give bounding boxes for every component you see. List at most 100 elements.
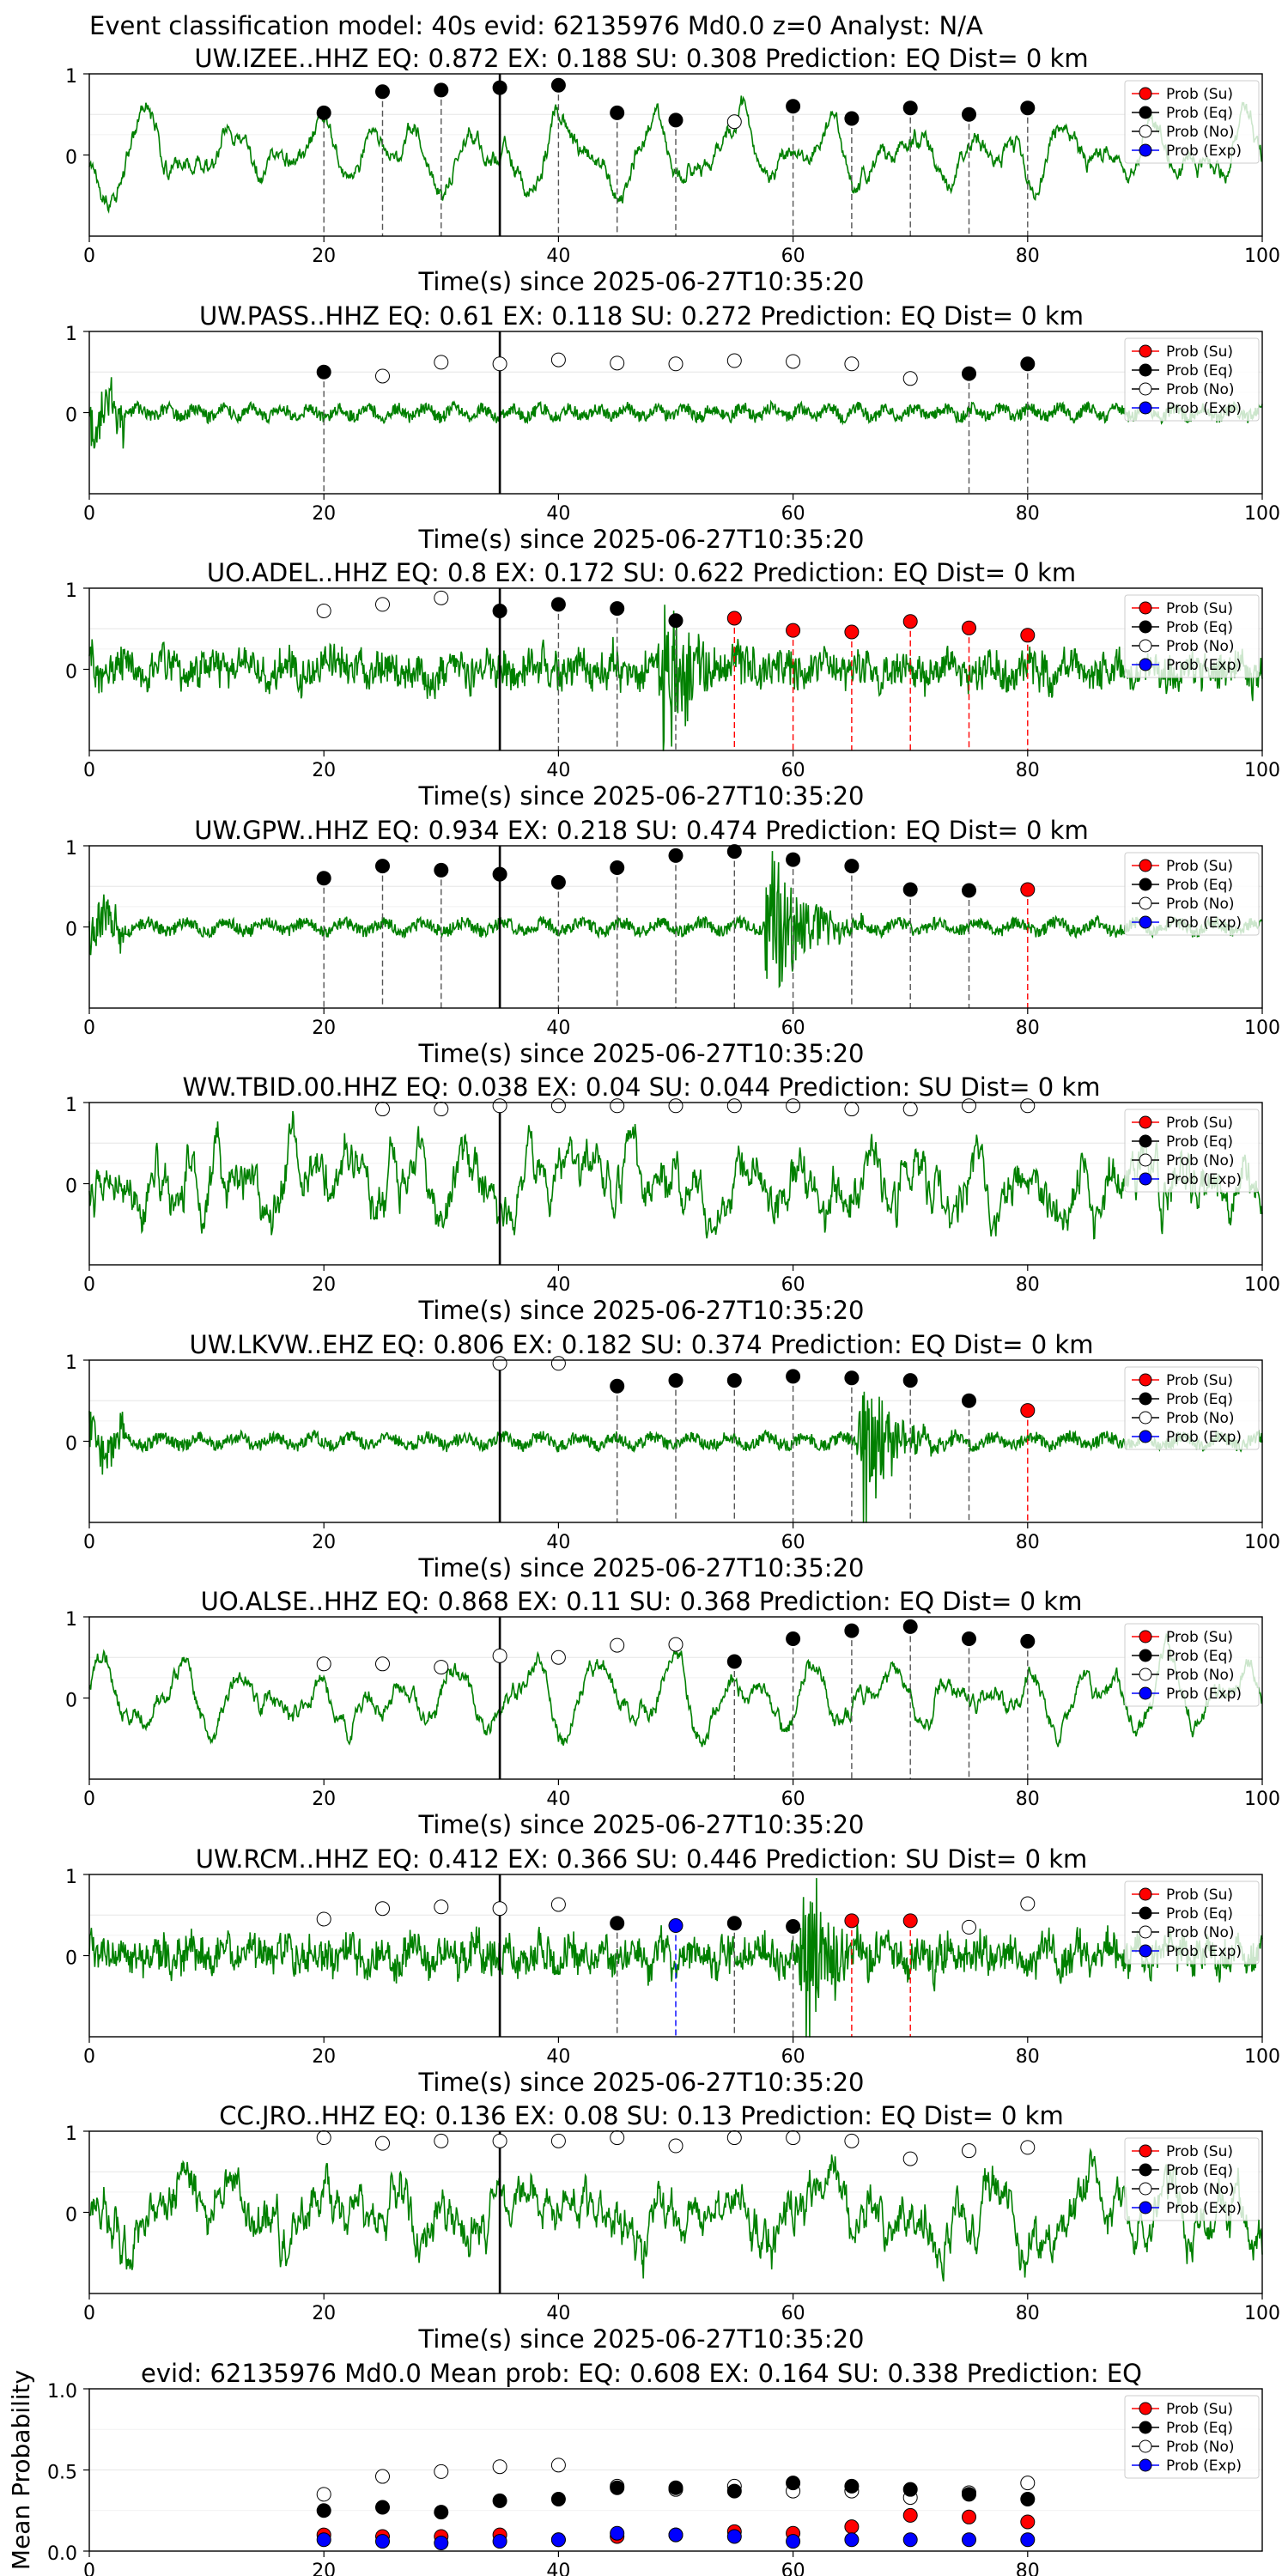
prob-point-no (902, 371, 918, 386)
mean-point-su (962, 2509, 976, 2524)
mean-point-exp (375, 2534, 390, 2549)
legend-label-no: Prob (No) (1166, 124, 1235, 141)
prob-point-no (1020, 1098, 1036, 1114)
legend-marker-exp (1139, 401, 1152, 415)
legend-label-su: Prob (Su) (1166, 858, 1233, 875)
y-tick-label: 1 (65, 66, 77, 88)
mean-point-eq (844, 2478, 860, 2494)
legend-label-eq: Prob (Eq) (1166, 2420, 1233, 2437)
mean-point-no (375, 2469, 390, 2484)
x-tick-label: 80 (1016, 2303, 1040, 2324)
mean-point-eq (550, 2492, 566, 2507)
prob-point-no (434, 1660, 449, 1675)
y-tick-label: 0 (65, 1948, 77, 1970)
x-axis-label: Time(s) since 2025-06-27T10:35:20 (418, 2324, 865, 2354)
legend-label-no: Prob (No) (1166, 896, 1235, 913)
prob-point-su (844, 624, 860, 640)
x-tick-label: 100 (1244, 1018, 1280, 1039)
x-tick-label: 60 (781, 2303, 805, 2324)
x-tick-label: 0 (83, 760, 95, 781)
prob-point-eq (610, 1378, 625, 1394)
x-tick-label: 60 (781, 246, 805, 267)
legend-label-su: Prob (Su) (1166, 86, 1233, 103)
prob-point-no (726, 353, 742, 368)
x-tick-label: 20 (312, 246, 336, 267)
x-tick-label: 40 (546, 2046, 570, 2068)
prob-point-no (1020, 2140, 1036, 2155)
y-tick-label: 0 (65, 1691, 77, 1712)
prob-point-eq (550, 597, 566, 612)
x-tick-label: 40 (546, 2303, 570, 2324)
prob-point-su (1020, 628, 1036, 643)
panel-title: UW.PASS..HHZ EQ: 0.61 EX: 0.118 SU: 0.27… (199, 301, 1084, 331)
legend-label-su: Prob (Su) (1166, 1886, 1233, 1904)
prob-point-no (375, 1656, 390, 1672)
prob-point-no (668, 356, 683, 372)
mean-point-eq (492, 2493, 507, 2508)
prob-point-eq (726, 844, 742, 860)
mean-point-eq (902, 2482, 918, 2497)
mean-point-eq (375, 2500, 390, 2515)
prob-point-no (316, 2130, 331, 2146)
y-tick-label: 0.5 (47, 2463, 77, 2484)
prob-point-eq (962, 106, 976, 122)
legend-marker-exp (1139, 2201, 1152, 2215)
x-tick-label: 40 (546, 246, 570, 267)
prob-point-su (844, 1913, 860, 1929)
prob-point-su (902, 614, 918, 629)
panel-9: CC.JRO..HHZ EQ: 0.136 EX: 0.08 SU: 0.13 … (65, 2101, 1280, 2354)
panel-title: UW.IZEE..HHZ EQ: 0.872 EX: 0.188 SU: 0.3… (194, 44, 1088, 73)
prob-point-no (726, 114, 742, 130)
mean-point-no (492, 2459, 507, 2475)
prob-point-eq (902, 100, 918, 116)
legend-label-su: Prob (Su) (1166, 1629, 1233, 1646)
mean-point-no (434, 2464, 449, 2479)
x-tick-label: 40 (546, 1274, 570, 1296)
x-tick-label: 20 (312, 2046, 336, 2068)
legend-marker-su (1139, 1630, 1152, 1643)
x-tick-label: 60 (781, 1274, 805, 1296)
legend-marker-no (1139, 1668, 1152, 1681)
legend-label-eq: Prob (Eq) (1166, 1391, 1233, 1408)
x-tick-label: 100 (1244, 1789, 1280, 1810)
prob-point-eq (492, 866, 507, 882)
y-tick-label: 1 (65, 1867, 77, 1888)
mean-point-exp (434, 2536, 449, 2551)
legend: Prob (Su)Prob (Eq)Prob (No)Prob (Exp) (1124, 2395, 1260, 2479)
prob-point-no (375, 2136, 390, 2151)
mean-point-exp (668, 2527, 683, 2543)
legend: Prob (Su)Prob (Eq)Prob (No)Prob (Exp) (1124, 1880, 1260, 1965)
x-tick-label: 100 (1244, 1274, 1280, 1296)
mean-point-exp (492, 2534, 507, 2549)
legend-label-su: Prob (Su) (1166, 343, 1233, 361)
prob-point-no (550, 1098, 566, 1114)
x-axis-label: Time(s) since 2025-06-27T10:35:20 (418, 781, 865, 811)
x-tick-label: 80 (1016, 2046, 1040, 2068)
prob-point-no (786, 354, 801, 369)
legend-label-exp: Prob (Exp) (1166, 400, 1242, 417)
x-tick-label: 100 (1244, 760, 1280, 781)
x-tick-label: 40 (546, 760, 570, 781)
legend-marker-exp (1139, 1944, 1152, 1958)
panel-6: UW.LKVW..EHZ EQ: 0.806 EX: 0.182 SU: 0.3… (65, 1330, 1280, 1583)
prob-point-no (844, 356, 860, 372)
legend-marker-su (1139, 859, 1152, 872)
x-tick-label: 0 (83, 1532, 95, 1553)
prob-point-eq (550, 77, 566, 93)
prob-point-eq (844, 859, 860, 874)
legend-label-eq: Prob (Eq) (1166, 1905, 1233, 1923)
legend-marker-su (1139, 1373, 1152, 1387)
legend-label-exp: Prob (Exp) (1166, 1943, 1242, 1960)
axes-frame (88, 73, 1263, 237)
prob-point-eq (610, 601, 625, 617)
prob-point-eq (316, 105, 331, 120)
x-tick-label: 20 (312, 1789, 336, 1810)
prob-point-no (316, 603, 331, 618)
prob-point-su (1020, 1403, 1036, 1419)
prob-point-no (316, 1656, 331, 1672)
legend-marker-exp (1139, 143, 1152, 157)
panel-title: evid: 62135976 Md0.0 Mean prob: EQ: 0.60… (141, 2359, 1142, 2388)
prob-point-no (610, 2130, 625, 2146)
prob-point-eq (844, 1370, 860, 1386)
prob-point-eq (962, 366, 976, 381)
